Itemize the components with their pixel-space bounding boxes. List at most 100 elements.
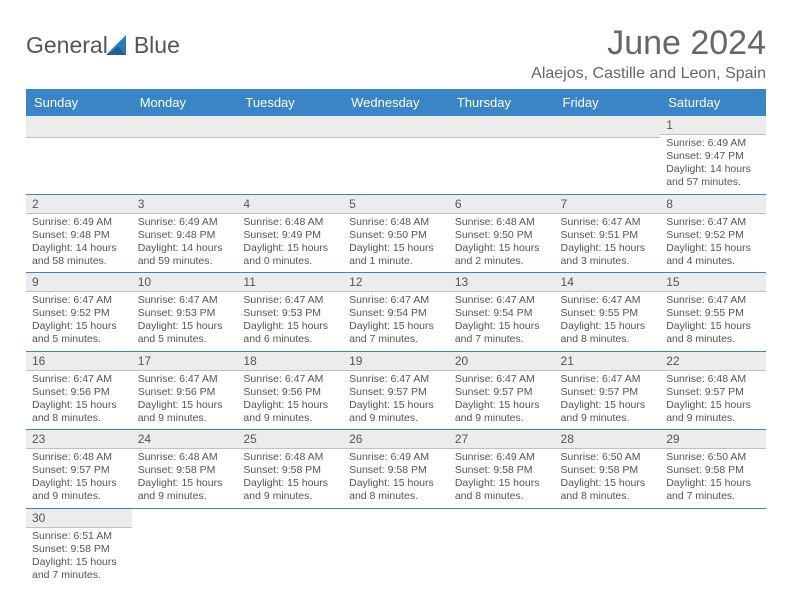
logo: General Blue [26,32,180,59]
calendar-cell [132,116,238,194]
calendar-cell: 24Sunrise: 6:48 AMSunset: 9:58 PMDayligh… [132,430,238,509]
calendar-cell: 3Sunrise: 6:49 AMSunset: 9:48 PMDaylight… [132,194,238,273]
calendar-week-row: 30Sunrise: 6:51 AMSunset: 9:58 PMDayligh… [26,508,766,586]
calendar-cell: 30Sunrise: 6:51 AMSunset: 9:58 PMDayligh… [26,508,132,586]
calendar-cell: 28Sunrise: 6:50 AMSunset: 9:58 PMDayligh… [555,430,661,509]
calendar-cell: 19Sunrise: 6:47 AMSunset: 9:57 PMDayligh… [343,351,449,430]
sunset-text: Sunset: 9:57 PM [349,386,445,399]
day-number: 30 [26,509,132,528]
calendar-cell [343,116,449,194]
sunset-text: Sunset: 9:58 PM [32,543,128,556]
sunset-text: Sunset: 9:48 PM [138,229,234,242]
sail-icon [104,33,132,59]
sunset-text: Sunset: 9:53 PM [243,307,339,320]
sunrise-text: Sunrise: 6:48 AM [138,451,234,464]
day-details: Sunrise: 6:48 AMSunset: 9:57 PMDaylight:… [660,371,766,430]
calendar-cell [449,116,555,194]
title-block: June 2024 Alaejos, Castille and Leon, Sp… [531,24,766,83]
day-number: 12 [343,273,449,292]
calendar-cell [660,508,766,586]
daylight-text: Daylight: 15 hours and 8 minutes. [32,399,128,425]
day-details: Sunrise: 6:48 AMSunset: 9:57 PMDaylight:… [26,449,132,508]
sunrise-text: Sunrise: 6:47 AM [243,294,339,307]
day-details: Sunrise: 6:47 AMSunset: 9:51 PMDaylight:… [555,214,661,273]
sunrise-text: Sunrise: 6:48 AM [349,216,445,229]
day-number-empty [237,116,343,138]
calendar-cell: 14Sunrise: 6:47 AMSunset: 9:55 PMDayligh… [555,273,661,352]
sunrise-text: Sunrise: 6:49 AM [138,216,234,229]
page-title: June 2024 [531,24,766,63]
daylight-text: Daylight: 15 hours and 9 minutes. [243,477,339,503]
calendar-table: Sunday Monday Tuesday Wednesday Thursday… [26,89,766,586]
daylight-text: Daylight: 15 hours and 7 minutes. [455,320,551,346]
daylight-text: Daylight: 15 hours and 5 minutes. [138,320,234,346]
day-header-row: Sunday Monday Tuesday Wednesday Thursday… [26,89,766,116]
daylight-text: Daylight: 15 hours and 9 minutes. [666,399,762,425]
sunrise-text: Sunrise: 6:49 AM [349,451,445,464]
daylight-text: Daylight: 15 hours and 9 minutes. [138,477,234,503]
day-number: 6 [449,195,555,214]
daylight-text: Daylight: 15 hours and 9 minutes. [561,399,657,425]
day-number: 2 [26,195,132,214]
day-details: Sunrise: 6:49 AMSunset: 9:47 PMDaylight:… [660,135,766,194]
daylight-text: Daylight: 15 hours and 7 minutes. [32,556,128,582]
calendar-cell: 9Sunrise: 6:47 AMSunset: 9:52 PMDaylight… [26,273,132,352]
daylight-text: Daylight: 15 hours and 9 minutes. [32,477,128,503]
day-header: Tuesday [237,89,343,116]
day-number: 3 [132,195,238,214]
calendar-cell [132,508,238,586]
day-header: Wednesday [343,89,449,116]
daylight-text: Daylight: 15 hours and 8 minutes. [666,320,762,346]
sunrise-text: Sunrise: 6:47 AM [455,373,551,386]
calendar-cell: 2Sunrise: 6:49 AMSunset: 9:48 PMDaylight… [26,194,132,273]
sunset-text: Sunset: 9:56 PM [32,386,128,399]
daylight-text: Daylight: 15 hours and 8 minutes. [349,477,445,503]
day-details: Sunrise: 6:47 AMSunset: 9:57 PMDaylight:… [449,371,555,430]
sunset-text: Sunset: 9:49 PM [243,229,339,242]
sunrise-text: Sunrise: 6:47 AM [138,294,234,307]
daylight-text: Daylight: 15 hours and 9 minutes. [138,399,234,425]
sunrise-text: Sunrise: 6:48 AM [455,216,551,229]
sunrise-text: Sunrise: 6:50 AM [666,451,762,464]
logo-text-2: Blue [134,32,180,59]
sunrise-text: Sunrise: 6:48 AM [666,373,762,386]
day-number-empty [555,116,661,138]
day-number: 19 [343,352,449,371]
calendar-cell: 16Sunrise: 6:47 AMSunset: 9:56 PMDayligh… [26,351,132,430]
daylight-text: Daylight: 15 hours and 2 minutes. [455,242,551,268]
sunrise-text: Sunrise: 6:48 AM [243,451,339,464]
sunrise-text: Sunrise: 6:50 AM [561,451,657,464]
daylight-text: Daylight: 15 hours and 7 minutes. [666,477,762,503]
day-number: 9 [26,273,132,292]
day-number: 21 [555,352,661,371]
sunrise-text: Sunrise: 6:47 AM [561,373,657,386]
calendar-cell [26,116,132,194]
day-details: Sunrise: 6:47 AMSunset: 9:56 PMDaylight:… [132,371,238,430]
calendar-cell: 8Sunrise: 6:47 AMSunset: 9:52 PMDaylight… [660,194,766,273]
day-number: 13 [449,273,555,292]
day-details: Sunrise: 6:47 AMSunset: 9:56 PMDaylight:… [237,371,343,430]
calendar-cell [449,508,555,586]
day-details: Sunrise: 6:47 AMSunset: 9:53 PMDaylight:… [237,292,343,351]
day-details: Sunrise: 6:48 AMSunset: 9:49 PMDaylight:… [237,214,343,273]
day-number: 18 [237,352,343,371]
sunrise-text: Sunrise: 6:47 AM [243,373,339,386]
sunset-text: Sunset: 9:58 PM [349,464,445,477]
day-details: Sunrise: 6:47 AMSunset: 9:52 PMDaylight:… [660,214,766,273]
sunset-text: Sunset: 9:57 PM [666,386,762,399]
sunset-text: Sunset: 9:56 PM [243,386,339,399]
sunset-text: Sunset: 9:50 PM [349,229,445,242]
calendar-cell [237,508,343,586]
day-details: Sunrise: 6:48 AMSunset: 9:58 PMDaylight:… [132,449,238,508]
sunrise-text: Sunrise: 6:47 AM [32,294,128,307]
day-header: Monday [132,89,238,116]
day-details: Sunrise: 6:48 AMSunset: 9:50 PMDaylight:… [449,214,555,273]
calendar-cell: 13Sunrise: 6:47 AMSunset: 9:54 PMDayligh… [449,273,555,352]
day-number: 25 [237,430,343,449]
sunrise-text: Sunrise: 6:47 AM [349,373,445,386]
day-details: Sunrise: 6:47 AMSunset: 9:57 PMDaylight:… [555,371,661,430]
day-number: 16 [26,352,132,371]
calendar-cell: 27Sunrise: 6:49 AMSunset: 9:58 PMDayligh… [449,430,555,509]
sunset-text: Sunset: 9:58 PM [561,464,657,477]
daylight-text: Daylight: 15 hours and 5 minutes. [32,320,128,346]
